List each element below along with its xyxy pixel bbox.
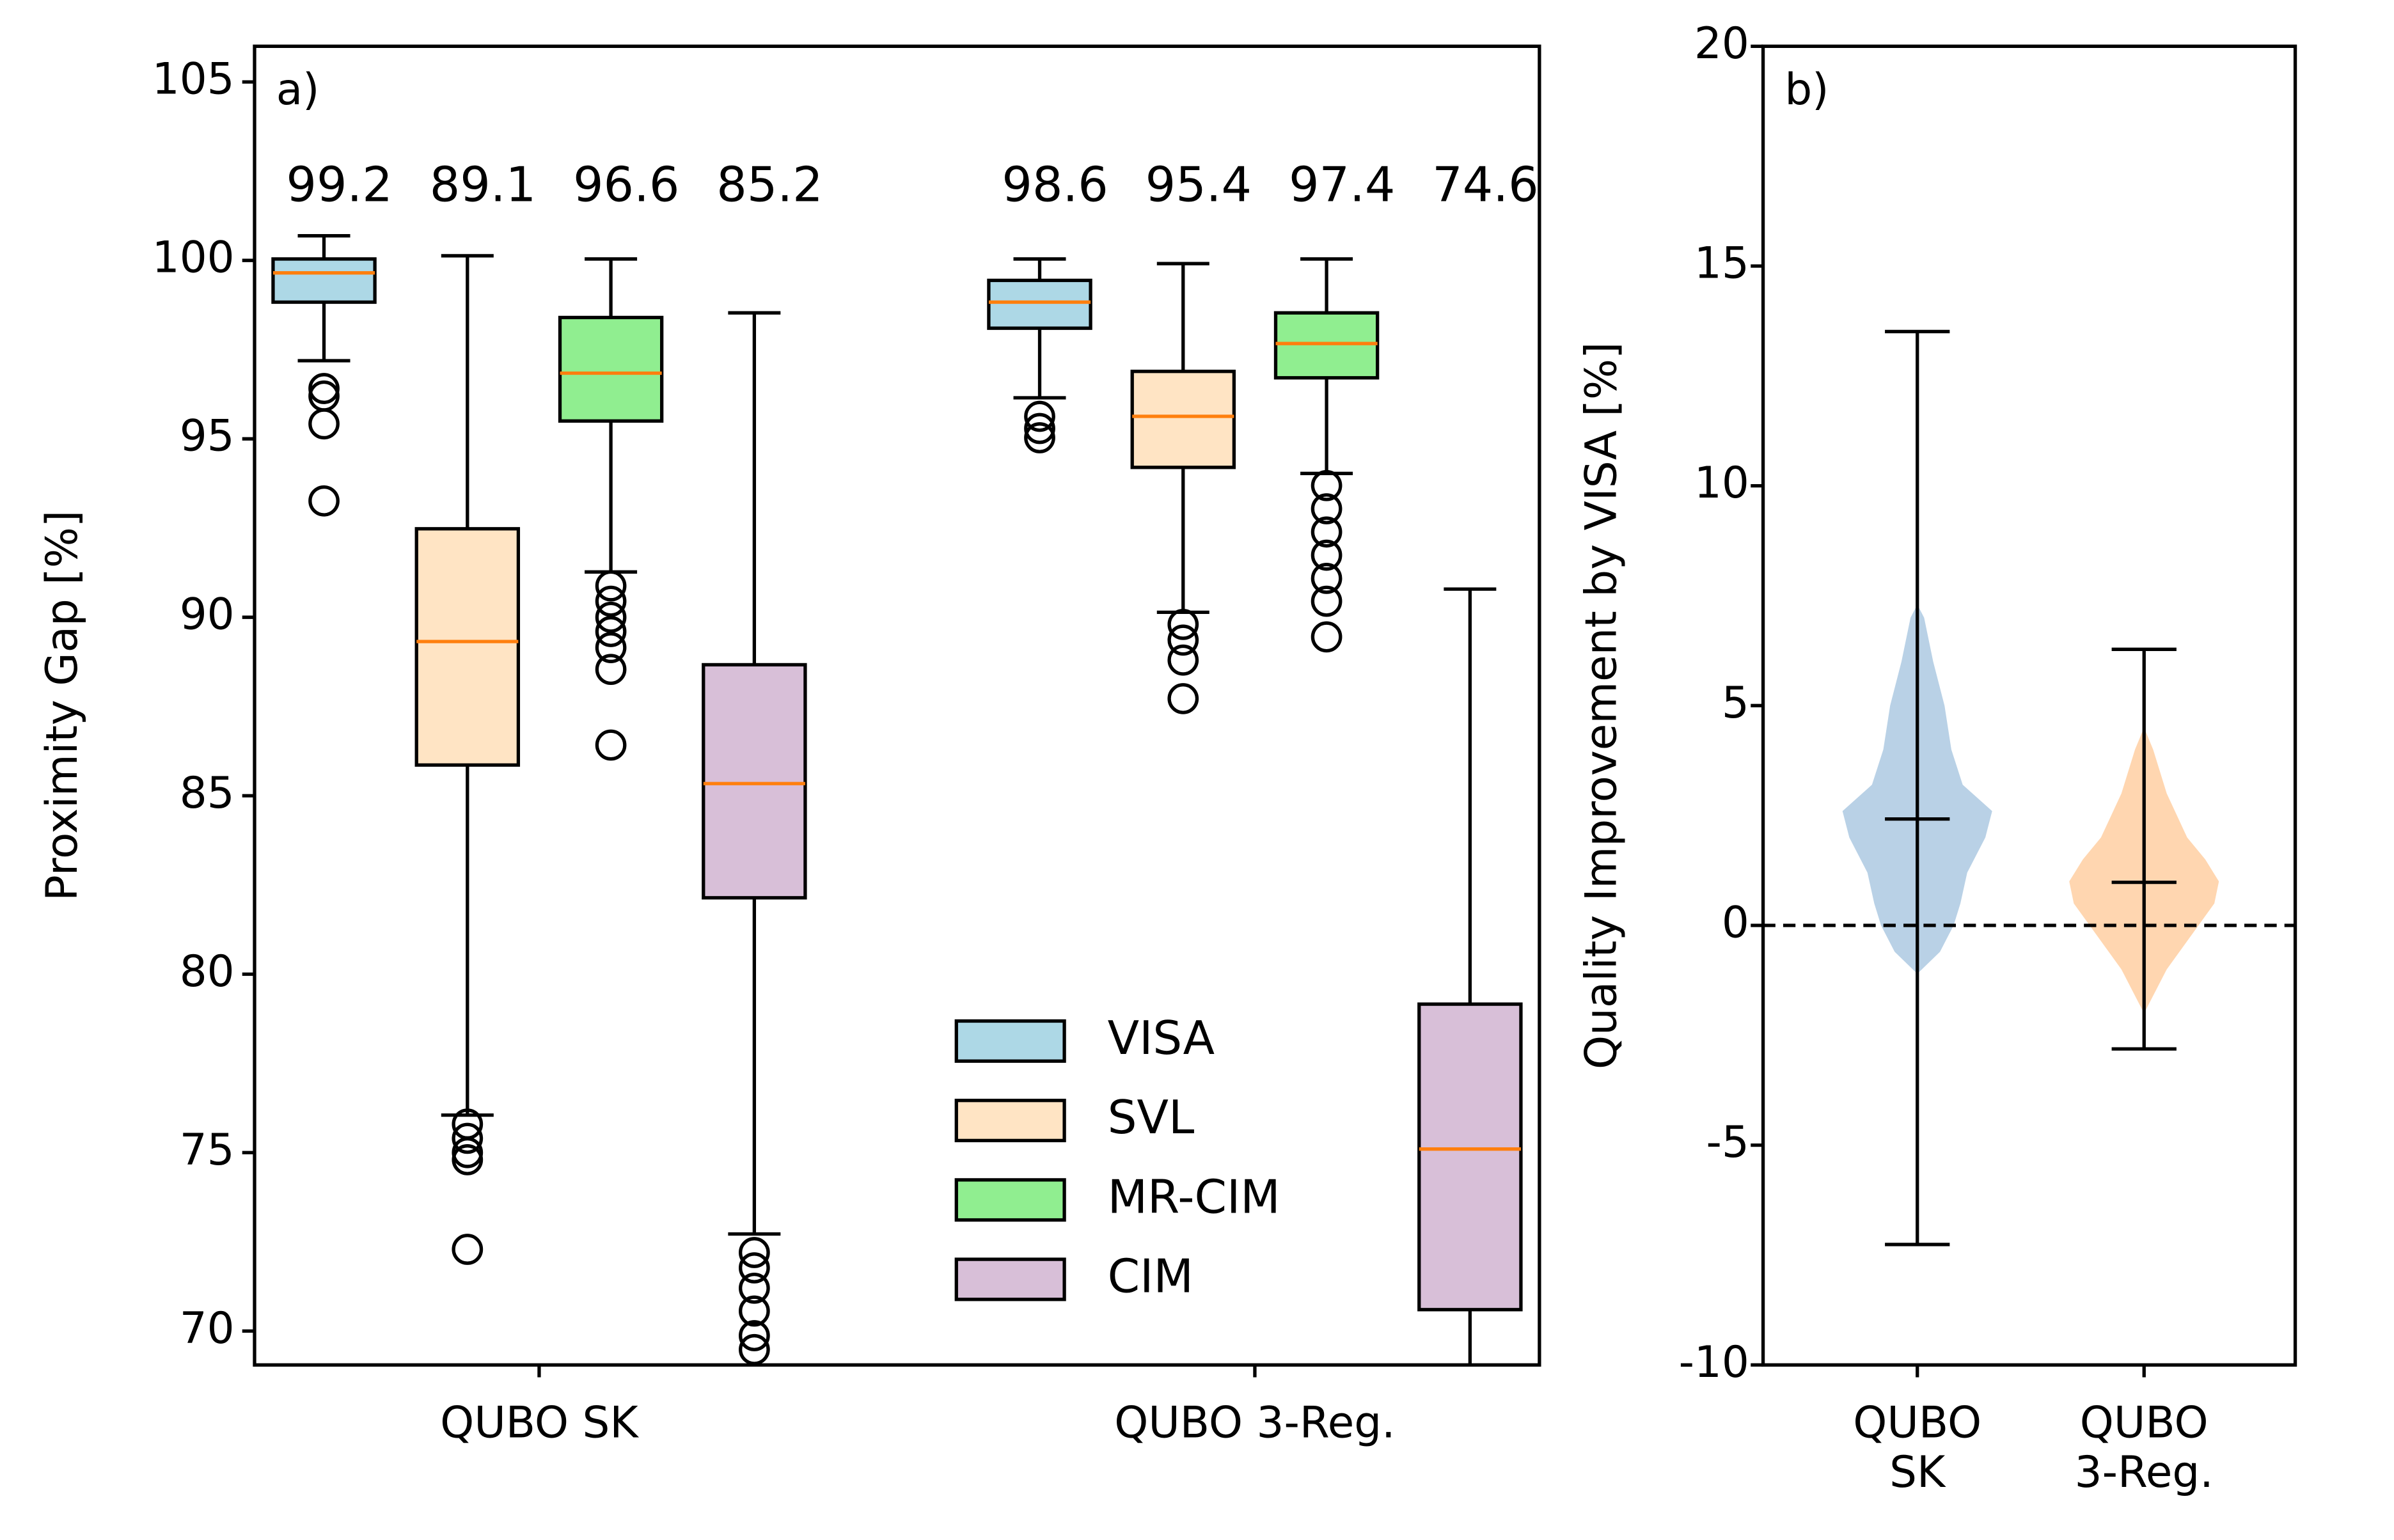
legend-label: VISA [1108,1012,1215,1065]
outlier [739,1272,770,1304]
panel-label: b) [1784,64,1829,114]
y-tick-label: 20 [1694,18,1749,68]
y-tick-label: 15 [1694,238,1749,288]
legend-swatch [954,1257,1066,1301]
axes-frame [253,44,1541,1367]
box [1417,1002,1523,1312]
outlier [1024,422,1055,453]
plot-area [271,234,1523,1365]
y-tick-label: 10 [1694,457,1749,508]
x-tick-label: QUBO SK [1853,1399,1982,1498]
x-tick-label-box: QUBO 3-Reg. [2074,1399,2214,1498]
outlier [595,570,627,602]
plot-area [1763,329,2296,1246]
outlier [1311,516,1343,548]
outlier [1167,683,1199,714]
outlier [595,632,627,663]
outlier [595,601,627,633]
mean-label: 95.4 [1146,157,1252,213]
outlier [1311,563,1343,594]
outlier [1167,609,1199,640]
outlier [1311,585,1343,617]
box [987,278,1092,330]
mean-label: 98.6 [1002,157,1108,213]
outlier [739,1295,770,1327]
outlier [1311,469,1343,501]
outlier [595,654,627,686]
y-tick-label: 95 [180,411,235,461]
legend-swatch [954,1099,1066,1143]
legend-label: SVL [1108,1091,1195,1145]
legend-label: MR-CIM [1108,1170,1280,1224]
outlier [1167,644,1199,676]
y-tick-label: 105 [152,54,235,104]
legend-swatch [954,1019,1066,1063]
legend-swatch [954,1178,1066,1222]
outlier [452,1144,484,1175]
outlier [452,1122,484,1154]
mean-label: 85.2 [716,157,823,213]
y-tick-label: 75 [180,1124,235,1175]
outlier [1311,539,1343,571]
y-tick-label: -10 [1679,1337,1749,1387]
box [1130,370,1236,469]
y-tick-label: 5 [1722,677,1749,728]
y-tick-label: 70 [180,1303,235,1353]
outlier [595,729,627,761]
y-tick-label: 90 [180,589,235,640]
panel-label: a) [276,64,320,114]
y-tick-label: 85 [180,767,235,818]
box [271,257,377,304]
mean-label: 97.4 [1289,157,1395,213]
box [414,527,521,767]
outlier [308,373,340,404]
mean-label: 89.1 [430,157,536,213]
outlier [1024,412,1055,444]
outlier [739,1320,770,1351]
outlier [1311,621,1343,653]
outlier [595,585,627,617]
y-tick-label: 80 [180,946,235,996]
box [558,315,664,423]
x-tick-label-box: QUBO SK [1853,1399,1982,1498]
axes-frame [1761,44,2297,1367]
outlier [308,408,340,440]
outlier [595,616,627,647]
legend-label: CIM [1108,1250,1193,1303]
outlier [739,1252,770,1284]
mean-label: 74.6 [1432,157,1538,213]
outlier [739,1237,770,1268]
mean-label: 96.6 [573,157,679,213]
box [1273,311,1380,380]
box [702,663,807,900]
outlier [1167,624,1199,656]
x-tick-label: QUBO SK [440,1399,638,1449]
y-tick-label: -5 [1706,1117,1749,1167]
x-tick-label: QUBO 3-Reg. [2074,1399,2214,1498]
y-axis-label: Proximity Gap [%] [36,510,87,901]
y-tick-label: 0 [1722,897,1749,948]
outlier [452,1136,484,1168]
x-tick-label: QUBO 3-Reg. [1114,1399,1396,1449]
x-tick-label-box: QUBO 3-Reg. [1114,1399,1396,1449]
outlier [452,1234,484,1265]
outlier [1024,400,1055,432]
mean-label: 99.2 [286,157,392,213]
x-tick-label-box: QUBO SK [440,1399,638,1449]
outlier [308,485,340,517]
y-axis-label: Quality Improvement by VISA [%] [1576,342,1626,1069]
outlier [1311,493,1343,524]
y-tick-label: 100 [152,232,235,283]
